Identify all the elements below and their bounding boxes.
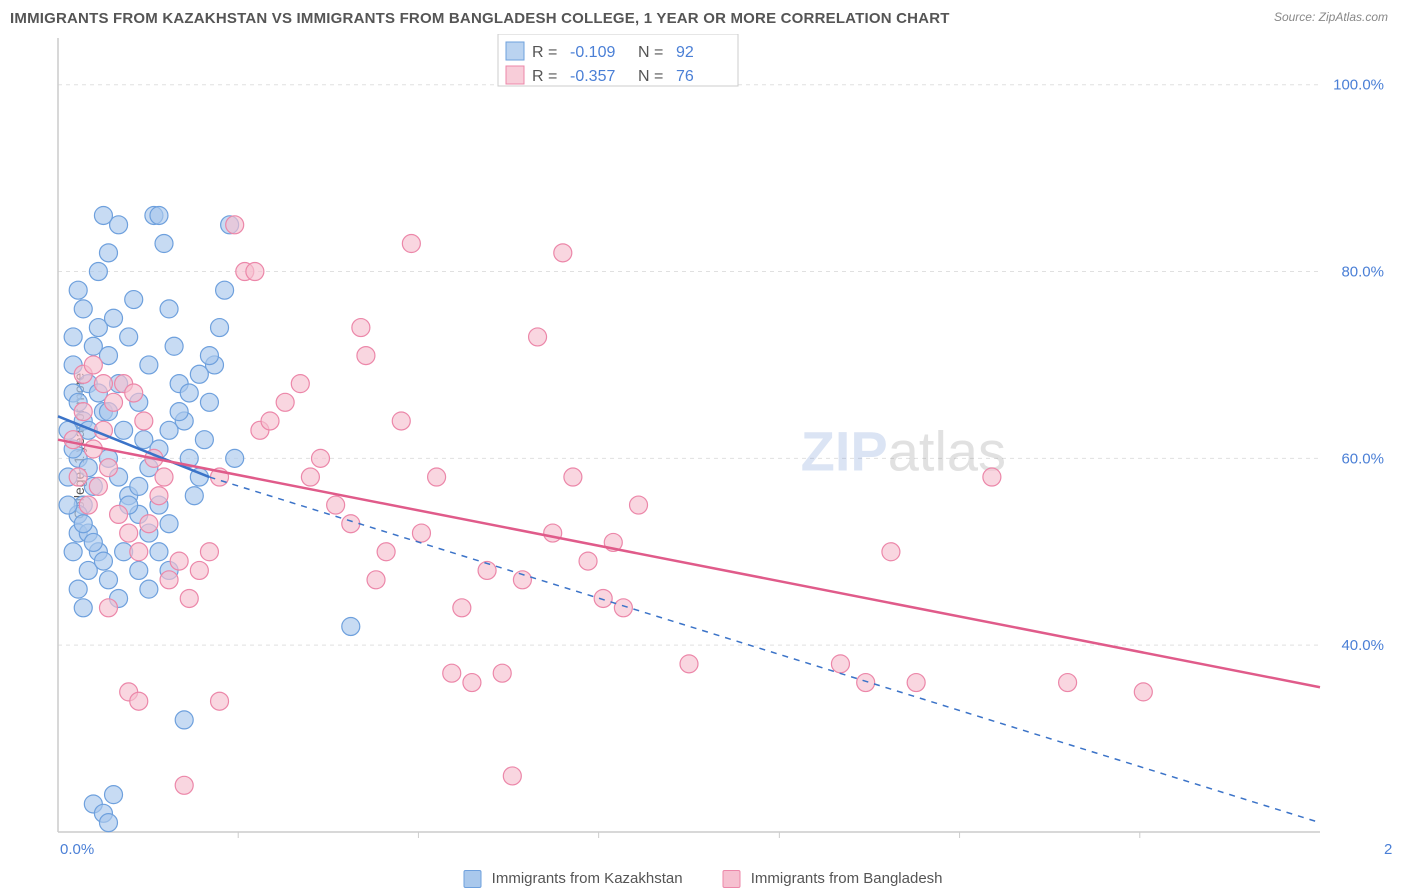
svg-text:N =: N = [638, 44, 663, 61]
svg-text:R =: R = [532, 44, 557, 61]
svg-text:ZIPatlas: ZIPatlas [801, 420, 1006, 483]
legend-item-kazakhstan: Immigrants from Kazakhstan [464, 870, 683, 888]
chart-title: IMMIGRANTS FROM KAZAKHSTAN VS IMMIGRANTS… [10, 10, 1396, 27]
svg-text:-0.357: -0.357 [570, 68, 615, 85]
svg-text:25.0%: 25.0% [1384, 841, 1392, 858]
svg-text:R =: R = [532, 68, 557, 85]
legend-swatch-bangladesh [723, 870, 741, 888]
svg-text:40.0%: 40.0% [1341, 637, 1384, 654]
svg-text:-0.109: -0.109 [570, 44, 615, 61]
source-label: Source: ZipAtlas.com [1274, 10, 1388, 24]
svg-text:0.0%: 0.0% [60, 841, 94, 858]
svg-text:76: 76 [676, 68, 694, 85]
plot-area: 40.0% 60.0% 80.0% 100.0% 0.0% 25.0% ZIPatlas R … [48, 34, 1392, 858]
svg-text:92: 92 [676, 44, 694, 61]
legend-label-kazakhstan: Immigrants from Kazakhstan [492, 870, 683, 887]
legend-swatch-kazakhstan [464, 870, 482, 888]
svg-text:80.0%: 80.0% [1341, 264, 1384, 281]
svg-text:60.0%: 60.0% [1341, 450, 1384, 467]
scatter-plot-svg: 40.0% 60.0% 80.0% 100.0% 0.0% 25.0% ZIPatlas R … [48, 34, 1392, 858]
svg-text:N =: N = [638, 68, 663, 85]
legend-item-bangladesh: Immigrants from Bangladesh [723, 870, 943, 888]
svg-text:100.0%: 100.0% [1333, 77, 1384, 94]
legend-bottom: Immigrants from Kazakhstan Immigrants fr… [464, 870, 943, 888]
legend-label-bangladesh: Immigrants from Bangladesh [751, 870, 943, 887]
